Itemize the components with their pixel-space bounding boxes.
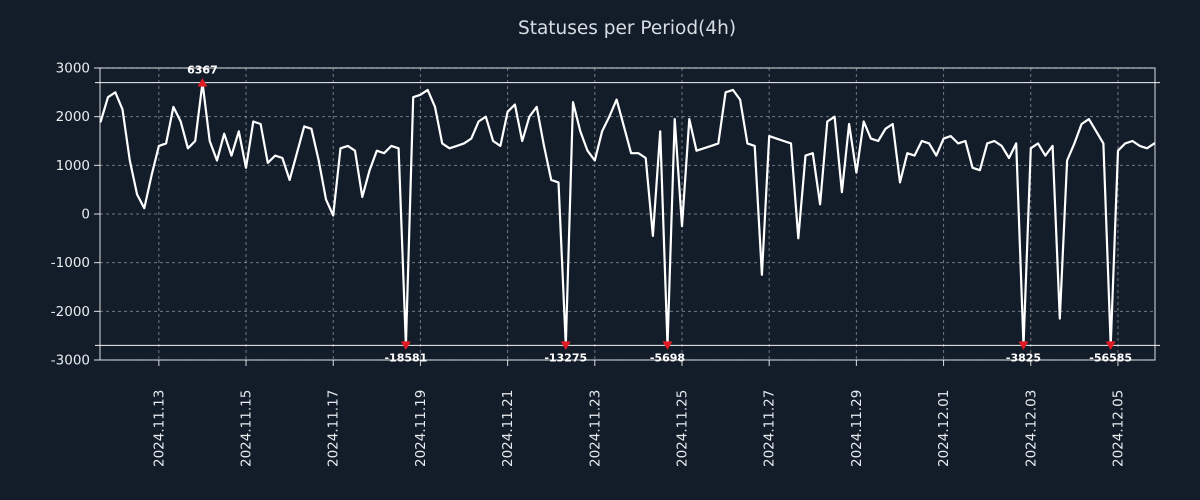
extreme-marker-label: -56585 [1089,351,1132,364]
x-tick-label: 2024.11.27 [762,390,778,467]
x-tick-label: 2024.12.05 [1110,390,1126,467]
x-tick-label: 2024.11.17 [326,390,342,467]
series-line [99,81,1156,347]
x-tick-label: 2024.12.03 [1023,390,1039,467]
grid-lines [100,67,1155,361]
extreme-marker-triangle [662,341,673,350]
chart-title: Statuses per Period(4h) [518,18,736,39]
extreme-marker-label: 6367 [187,64,218,77]
extreme-marker-label: -3825 [1006,351,1041,364]
extreme-marker-triangle [400,341,411,350]
x-tick-label: 2024.11.23 [587,390,603,467]
x-tick-label: 2024.11.29 [849,390,865,467]
x-tick-label: 2024.11.13 [151,390,167,467]
extreme-marker-label: -13275 [544,351,587,364]
extreme-marker-triangle [1018,341,1029,350]
x-tick-label: 2024.12.01 [936,390,952,467]
y-tick-label: 0 [81,207,90,223]
y-tick-label: -2000 [51,304,90,320]
extreme-marker-label: -5698 [650,351,685,364]
x-axis: 2024.11.13 2024.11.15 2024.11.17 2024.11.19… [151,360,1126,467]
extreme-marker-triangle [1105,341,1116,350]
extreme-markers: 6367 -18581 -13275 -5698 -3825 -56585 [187,64,1132,365]
extreme-marker-label: -18581 [384,351,427,364]
y-tick-label: -3000 [51,353,90,369]
extreme-marker-triangle [197,78,208,87]
y-axis: 3000 2000 1000 0 -1000 -2000 -3000 [51,61,100,369]
y-tick-label: 3000 [56,61,90,77]
extreme-marker-triangle [560,341,571,350]
y-tick-label: -1000 [51,255,90,271]
y-tick-label: 1000 [56,158,90,174]
x-tick-label: 2024.11.25 [674,390,690,467]
clip-threshold-lines [95,82,1160,346]
x-tick-label: 2024.11.19 [413,390,429,467]
x-tick-label: 2024.11.15 [239,390,255,467]
y-tick-label: 2000 [56,109,90,125]
x-tick-label: 2024.11.21 [500,390,516,467]
